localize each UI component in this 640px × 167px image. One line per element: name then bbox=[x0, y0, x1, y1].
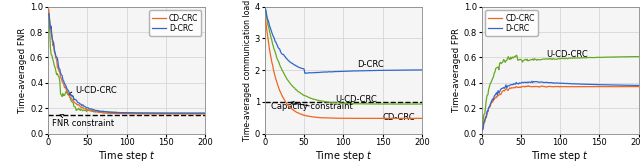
CD-CRC bbox=[164, 113, 172, 115]
Line: CD-CRC: CD-CRC bbox=[483, 86, 639, 130]
Text: U-CD-CRC: U-CD-CRC bbox=[68, 86, 117, 95]
Line: D-CRC: D-CRC bbox=[49, 14, 205, 113]
Y-axis label: Time-averaged FNR: Time-averaged FNR bbox=[18, 27, 27, 113]
X-axis label: Time step $t$: Time step $t$ bbox=[98, 149, 156, 163]
Y-axis label: Time-averaged communication load: Time-averaged communication load bbox=[243, 0, 252, 141]
Text: CD-CRC: CD-CRC bbox=[383, 113, 415, 122]
Line: CD-CRC: CD-CRC bbox=[49, 10, 205, 114]
D-CRC bbox=[528, 80, 536, 82]
Y-axis label: Time-averaged FPR: Time-averaged FPR bbox=[452, 28, 461, 112]
D-CRC bbox=[201, 112, 209, 114]
CD-CRC bbox=[622, 86, 630, 88]
D-CRC bbox=[488, 100, 495, 102]
D-CRC bbox=[74, 102, 82, 104]
CD-CRC bbox=[525, 85, 532, 87]
Text: U-CD-CRC: U-CD-CRC bbox=[335, 95, 377, 104]
Text: D-CRC: D-CRC bbox=[358, 60, 384, 69]
CD-CRC bbox=[635, 86, 640, 88]
Text: FNR constraint: FNR constraint bbox=[52, 115, 114, 128]
CD-CRC bbox=[201, 113, 209, 115]
D-CRC bbox=[520, 81, 528, 83]
CD-CRC bbox=[54, 67, 62, 69]
Legend: CD-CRC, D-CRC: CD-CRC, D-CRC bbox=[485, 11, 538, 36]
CD-CRC bbox=[86, 110, 94, 112]
CD-CRC bbox=[520, 85, 528, 87]
D-CRC bbox=[86, 108, 94, 110]
CD-CRC bbox=[45, 9, 52, 11]
Line: D-CRC: D-CRC bbox=[483, 81, 639, 130]
D-CRC bbox=[622, 84, 630, 86]
D-CRC bbox=[45, 13, 52, 15]
Text: U-CD-CRC: U-CD-CRC bbox=[546, 50, 588, 59]
D-CRC bbox=[54, 63, 62, 65]
D-CRC bbox=[635, 85, 640, 87]
Legend: CD-CRC, D-CRC: CD-CRC, D-CRC bbox=[149, 11, 202, 36]
D-CRC bbox=[189, 112, 196, 114]
X-axis label: Time step $t$: Time step $t$ bbox=[531, 149, 589, 163]
CD-CRC bbox=[189, 113, 196, 115]
D-CRC bbox=[479, 129, 486, 131]
CD-CRC bbox=[74, 104, 82, 106]
D-CRC bbox=[194, 112, 202, 114]
D-CRC bbox=[508, 84, 515, 86]
CD-CRC bbox=[194, 113, 202, 115]
Text: Capacity constraint: Capacity constraint bbox=[271, 102, 353, 111]
D-CRC bbox=[628, 84, 636, 86]
CD-CRC bbox=[479, 129, 486, 131]
D-CRC bbox=[179, 112, 187, 114]
D-CRC bbox=[485, 106, 493, 108]
CD-CRC bbox=[508, 87, 515, 89]
CD-CRC bbox=[628, 86, 636, 88]
X-axis label: Time step $t$: Time step $t$ bbox=[314, 149, 372, 163]
CD-CRC bbox=[485, 107, 493, 109]
D-CRC bbox=[51, 52, 59, 54]
CD-CRC bbox=[51, 53, 59, 55]
CD-CRC bbox=[488, 100, 495, 102]
